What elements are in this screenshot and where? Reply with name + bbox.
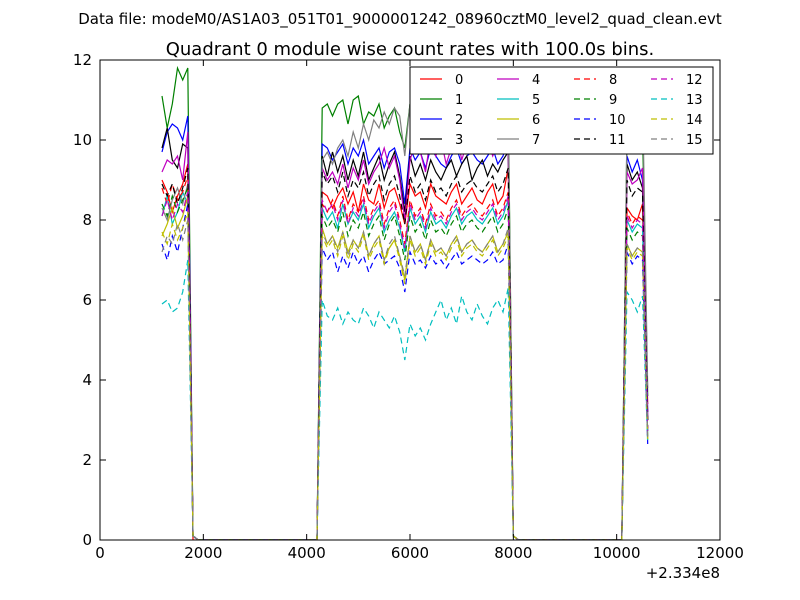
series-line-10 xyxy=(161,203,649,540)
chart-title: Quadrant 0 module wise count rates with … xyxy=(166,39,655,60)
y-tick-label: 4 xyxy=(82,371,92,389)
y-tick-label: 6 xyxy=(82,291,92,309)
legend-label-0: 0 xyxy=(455,73,463,88)
y-tick-label: 2 xyxy=(82,451,92,469)
series-line-8 xyxy=(161,175,649,540)
series-line-15 xyxy=(161,219,649,540)
series-line-14 xyxy=(161,211,649,540)
suptitle: Data file: modeM0/AS1A03_051T01_90000012… xyxy=(78,10,722,29)
legend-label-5: 5 xyxy=(532,93,540,108)
series-line-13 xyxy=(161,259,649,540)
legend-label-9: 9 xyxy=(609,93,617,108)
x-tick-label: 0 xyxy=(95,544,105,562)
legend-label-13: 13 xyxy=(686,93,703,108)
series-line-2 xyxy=(161,115,649,540)
series-line-4 xyxy=(161,123,649,540)
series-line-3 xyxy=(161,127,649,540)
x-tick-label: 12000 xyxy=(696,544,744,562)
series-line-7 xyxy=(161,74,649,540)
x-tick-label: 4000 xyxy=(288,544,326,562)
series-line-5 xyxy=(161,190,649,540)
legend-label-6: 6 xyxy=(532,113,540,128)
legend-label-4: 4 xyxy=(532,73,540,88)
x-offset-label: +2.334e8 xyxy=(646,564,720,582)
x-tick-label: 10000 xyxy=(593,544,641,562)
legend-label-12: 12 xyxy=(686,73,703,88)
legend-label-2: 2 xyxy=(455,113,463,128)
series-line-6 xyxy=(161,195,649,540)
series-line-1 xyxy=(161,65,649,540)
x-tick-label: 2000 xyxy=(184,544,222,562)
y-tick-label: 12 xyxy=(73,51,92,69)
legend-label-14: 14 xyxy=(686,113,703,128)
x-tick-label: 8000 xyxy=(494,544,532,562)
y-tick-label: 8 xyxy=(82,211,92,229)
legend-label-8: 8 xyxy=(609,73,617,88)
y-tick-label: 10 xyxy=(73,131,92,149)
x-tick-label: 6000 xyxy=(391,544,429,562)
legend-label-7: 7 xyxy=(532,133,540,148)
series-layer xyxy=(161,65,649,540)
series-line-9 xyxy=(161,187,649,540)
legend-label-15: 15 xyxy=(686,133,703,148)
legend-label-11: 11 xyxy=(609,133,626,148)
legend-label-1: 1 xyxy=(455,93,463,108)
legend-label-3: 3 xyxy=(455,133,463,148)
series-line-11 xyxy=(161,167,649,540)
series-line-12 xyxy=(161,191,649,540)
legend-label-10: 10 xyxy=(609,113,626,128)
y-tick-label: 0 xyxy=(82,531,92,549)
